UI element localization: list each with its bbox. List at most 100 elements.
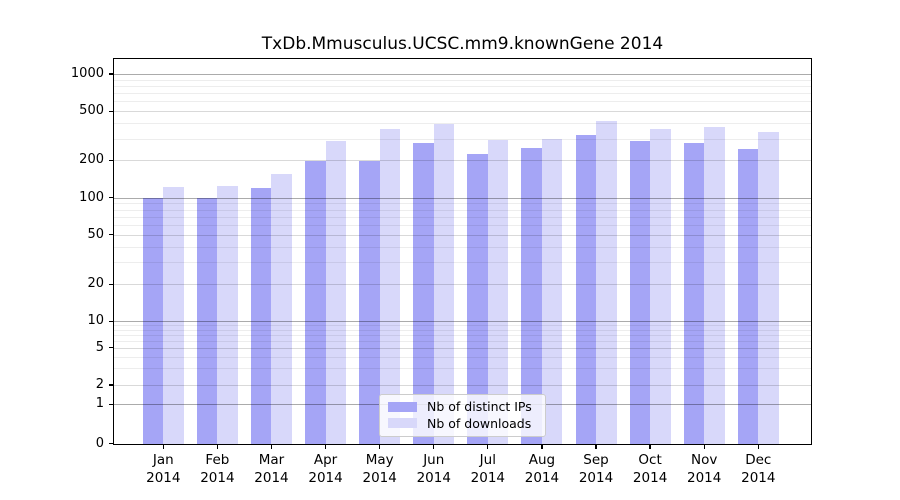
y-tick-mark-0 xyxy=(108,442,114,445)
x-tick-label-dec: Dec 2014 xyxy=(741,451,776,486)
gridline-minor-40 xyxy=(114,246,811,248)
x-tick-mark-sep xyxy=(595,443,597,449)
bar-distinct-ips-mar xyxy=(250,187,272,444)
bar-downloads-oct xyxy=(650,128,671,444)
gridline-minor-700 xyxy=(114,93,811,95)
y-tick-mark-50 xyxy=(108,234,114,236)
bar-distinct-ips-feb xyxy=(196,197,218,444)
bar-distinct-ips-oct xyxy=(629,141,651,444)
bar-distinct-ips-aug xyxy=(521,148,542,444)
x-tick-label-jul: Jul 2014 xyxy=(470,451,506,486)
x-tick-label-feb: Feb 2014 xyxy=(200,451,235,486)
x-tick-label-oct: Oct 2014 xyxy=(632,451,668,486)
bar-distinct-ips-may xyxy=(359,161,380,444)
gridline-minor-600 xyxy=(114,101,811,103)
gridline-minor-8 xyxy=(114,329,811,331)
y-tick-label-500: 500 xyxy=(79,103,104,119)
y-tick-mark-100 xyxy=(108,197,114,199)
x-tick-mark-oct xyxy=(649,443,651,449)
x-tick-mark-nov xyxy=(703,443,705,449)
y-tick-label-1000: 1000 xyxy=(70,66,104,81)
x-tick-label-may: May 2014 xyxy=(362,451,397,486)
bar-downloads-may xyxy=(379,128,401,444)
gridline-minor-3 xyxy=(114,368,811,370)
y-tick-label-20: 20 xyxy=(87,276,104,292)
gridline-minor-300 xyxy=(114,138,811,140)
bar-downloads-dec xyxy=(758,131,779,444)
gridline-5 xyxy=(114,347,811,349)
bars-layer xyxy=(114,60,811,444)
bar-distinct-ips-sep xyxy=(575,134,597,444)
gridline-1000 xyxy=(114,74,811,75)
legend-label-downloads: Nb of downloads xyxy=(427,415,532,431)
x-tick-mark-dec xyxy=(757,443,759,449)
gridline-minor-30 xyxy=(114,262,811,264)
x-tick-label-jan: Jan 2014 xyxy=(146,451,181,486)
gridline-minor-7 xyxy=(114,334,811,336)
y-tick-mark-10 xyxy=(108,320,114,322)
bar-downloads-apr xyxy=(325,140,347,444)
x-tick-label-nov: Nov 2014 xyxy=(687,451,722,486)
gridline-200 xyxy=(114,160,811,162)
bar-downloads-jul xyxy=(487,140,509,444)
y-tick-label-10: 10 xyxy=(87,313,104,329)
bar-downloads-sep xyxy=(596,120,617,444)
legend-swatch-distinct-ips xyxy=(388,401,417,412)
bar-downloads-feb xyxy=(217,185,238,444)
bar-distinct-ips-apr xyxy=(305,160,326,444)
gridline-minor-60 xyxy=(114,225,811,227)
x-tick-mark-feb xyxy=(216,443,219,449)
y-tick-label-200: 200 xyxy=(79,152,104,168)
y-tick-mark-200 xyxy=(108,159,114,162)
legend-item-distinct-ips: Nb of distinct IPs xyxy=(388,399,537,416)
x-tick-label-apr: Apr 2014 xyxy=(308,451,343,486)
y-tick-mark-500 xyxy=(108,110,114,112)
gridline-50 xyxy=(114,234,811,236)
gridline-minor-90 xyxy=(114,203,811,205)
y-tick-mark-5 xyxy=(108,346,114,349)
y-tick-label-2: 2 xyxy=(95,377,104,393)
y-tick-mark-1000 xyxy=(108,73,114,75)
bar-downloads-aug xyxy=(541,139,563,444)
x-tick-mark-may xyxy=(379,443,381,449)
gridline-minor-70 xyxy=(114,216,811,218)
gridline-minor-4 xyxy=(114,356,811,358)
x-tick-label-sep: Sep 2014 xyxy=(578,451,614,486)
bar-downloads-jan xyxy=(163,187,184,444)
y-tick-label-50: 50 xyxy=(87,226,104,242)
legend-item-downloads: Nb of downloads xyxy=(388,415,537,432)
gridline-minor-9 xyxy=(114,325,811,327)
gridline-minor-80 xyxy=(114,209,811,211)
gridline-500 xyxy=(114,111,811,113)
legend-swatch-downloads xyxy=(388,418,417,429)
gridline-10 xyxy=(114,321,811,323)
legend-label-distinct-ips: Nb of distinct IPs xyxy=(427,399,532,415)
gridline-minor-400 xyxy=(114,123,811,125)
gridlines-layer xyxy=(114,60,811,444)
bar-distinct-ips-dec xyxy=(737,148,759,444)
x-tick-mark-jun xyxy=(433,443,435,449)
gridline-2 xyxy=(114,385,811,387)
x-tick-label-aug: Aug 2014 xyxy=(524,451,560,486)
gridline-minor-6 xyxy=(114,340,811,342)
y-tick-mark-2 xyxy=(108,384,114,386)
y-tick-label-100: 100 xyxy=(79,189,104,205)
x-tick-mark-aug xyxy=(541,443,543,449)
bar-downloads-nov xyxy=(704,127,725,444)
gridline-minor-900 xyxy=(114,79,811,81)
bar-downloads-mar xyxy=(271,174,292,444)
bar-distinct-ips-nov xyxy=(683,143,705,444)
x-tick-label-mar: Mar 2014 xyxy=(254,451,289,486)
legend: Nb of distinct IPs Nb of downloads xyxy=(379,393,546,437)
y-tick-label-1: 1 xyxy=(95,396,104,412)
y-tick-mark-1 xyxy=(108,403,114,405)
y-tick-label-5: 5 xyxy=(95,339,104,355)
x-tick-mark-jan xyxy=(162,443,164,449)
y-tick-label-0: 0 xyxy=(95,435,104,451)
x-tick-mark-jul xyxy=(487,443,489,449)
bar-downloads-jun xyxy=(433,124,455,444)
gridline-20 xyxy=(114,284,811,286)
gridline-minor-800 xyxy=(114,85,811,87)
x-tick-mark-mar xyxy=(270,443,273,449)
